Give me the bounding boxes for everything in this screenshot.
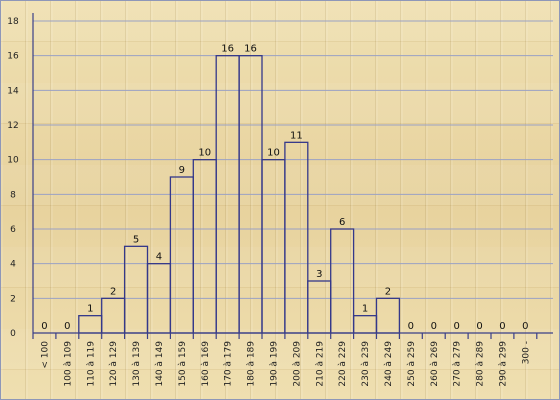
bar-value-label: 0 [41, 321, 47, 332]
y-tick-label: 12 [7, 121, 18, 131]
x-tick-label: 220 à 229 [338, 341, 348, 387]
x-tick-label: 200 à 209 [292, 341, 302, 387]
histogram-bar [169, 176, 194, 334]
x-tick-label: 240 à 249 [384, 341, 394, 387]
x-tick-label: 190 à 199 [269, 341, 279, 387]
y-tick-label: 2 [10, 294, 16, 304]
y-tick-label: 14 [7, 86, 19, 96]
bar-value-label: 0 [476, 321, 482, 332]
grid-layer [33, 20, 553, 299]
x-tick-label: 180 à 189 [247, 341, 257, 387]
histogram-bar [330, 228, 355, 334]
bar-value-label: 3 [316, 269, 322, 280]
x-tick-label: 170 à 179 [224, 341, 234, 387]
y-tick-label: 8 [10, 190, 16, 200]
x-tick-label: 290 à 299 [498, 341, 508, 387]
x-tick-label: 130 à 139 [132, 341, 142, 387]
x-tick-label: 110 à 119 [86, 341, 96, 387]
x-tick-label: 260 à 269 [430, 341, 440, 387]
bar-value-label: 10 [198, 148, 211, 159]
y-tick-label: 10 [7, 156, 19, 166]
histogram-bar [78, 315, 103, 334]
bar-value-label: 0 [431, 321, 437, 332]
bar-value-label: 16 [244, 44, 257, 55]
histogram-bar [261, 159, 286, 334]
bar-value-label: 6 [339, 217, 345, 228]
bar-value-label: 16 [221, 44, 234, 55]
x-tick-label: 280 à 289 [476, 341, 486, 387]
histogram-bar [352, 315, 378, 334]
bar-value-label: 1 [87, 304, 93, 315]
y-tick-label: 18 [7, 17, 19, 27]
x-tick-label: 120 à 129 [109, 341, 119, 387]
x-tick-label: 250 à 259 [407, 341, 417, 387]
histogram-bar [284, 141, 309, 334]
x-tick-label: 100 à 109 [63, 341, 73, 387]
bar-value-label: 9 [179, 165, 185, 176]
y-tick-label: 16 [7, 52, 19, 62]
x-tick-label: 160 à 169 [201, 341, 211, 387]
x-tick-label: 300 - [521, 341, 531, 364]
bar-value-label: 4 [156, 252, 162, 263]
bar-value-label: 11 [290, 130, 303, 141]
bar-value-label: 0 [453, 321, 459, 332]
histogram-bar [123, 245, 149, 334]
bar-value-label: 2 [385, 286, 391, 297]
x-tick-label: 270 à 279 [453, 341, 463, 387]
x-tick-label: 150 à 159 [178, 341, 188, 387]
histogram-bar [307, 280, 332, 334]
x-tick-label: 210 à 219 [315, 341, 325, 387]
histogram-bar [101, 297, 126, 334]
x-tick-label: 140 à 149 [155, 341, 165, 387]
x-tick-label: < 100 [40, 341, 50, 369]
histogram-bar [192, 159, 217, 334]
bar-value-label: 0 [64, 321, 70, 332]
bar-value-label: 0 [522, 321, 528, 332]
y-tick-label: 4 [10, 260, 16, 270]
bar-value-label: 5 [133, 234, 139, 245]
bar-value-label: 1 [362, 304, 368, 315]
y-tick-label: 0 [10, 329, 16, 339]
bar-value-label: 0 [408, 321, 414, 332]
bar-value-label: 2 [110, 286, 116, 297]
axis-layer [32, 13, 553, 339]
x-tick-label: 230 à 239 [361, 341, 371, 387]
y-tick-label: 6 [10, 225, 16, 235]
bar-value-label: 10 [267, 148, 280, 159]
bar-value-label: 0 [499, 321, 505, 332]
histogram-bar [375, 297, 401, 334]
